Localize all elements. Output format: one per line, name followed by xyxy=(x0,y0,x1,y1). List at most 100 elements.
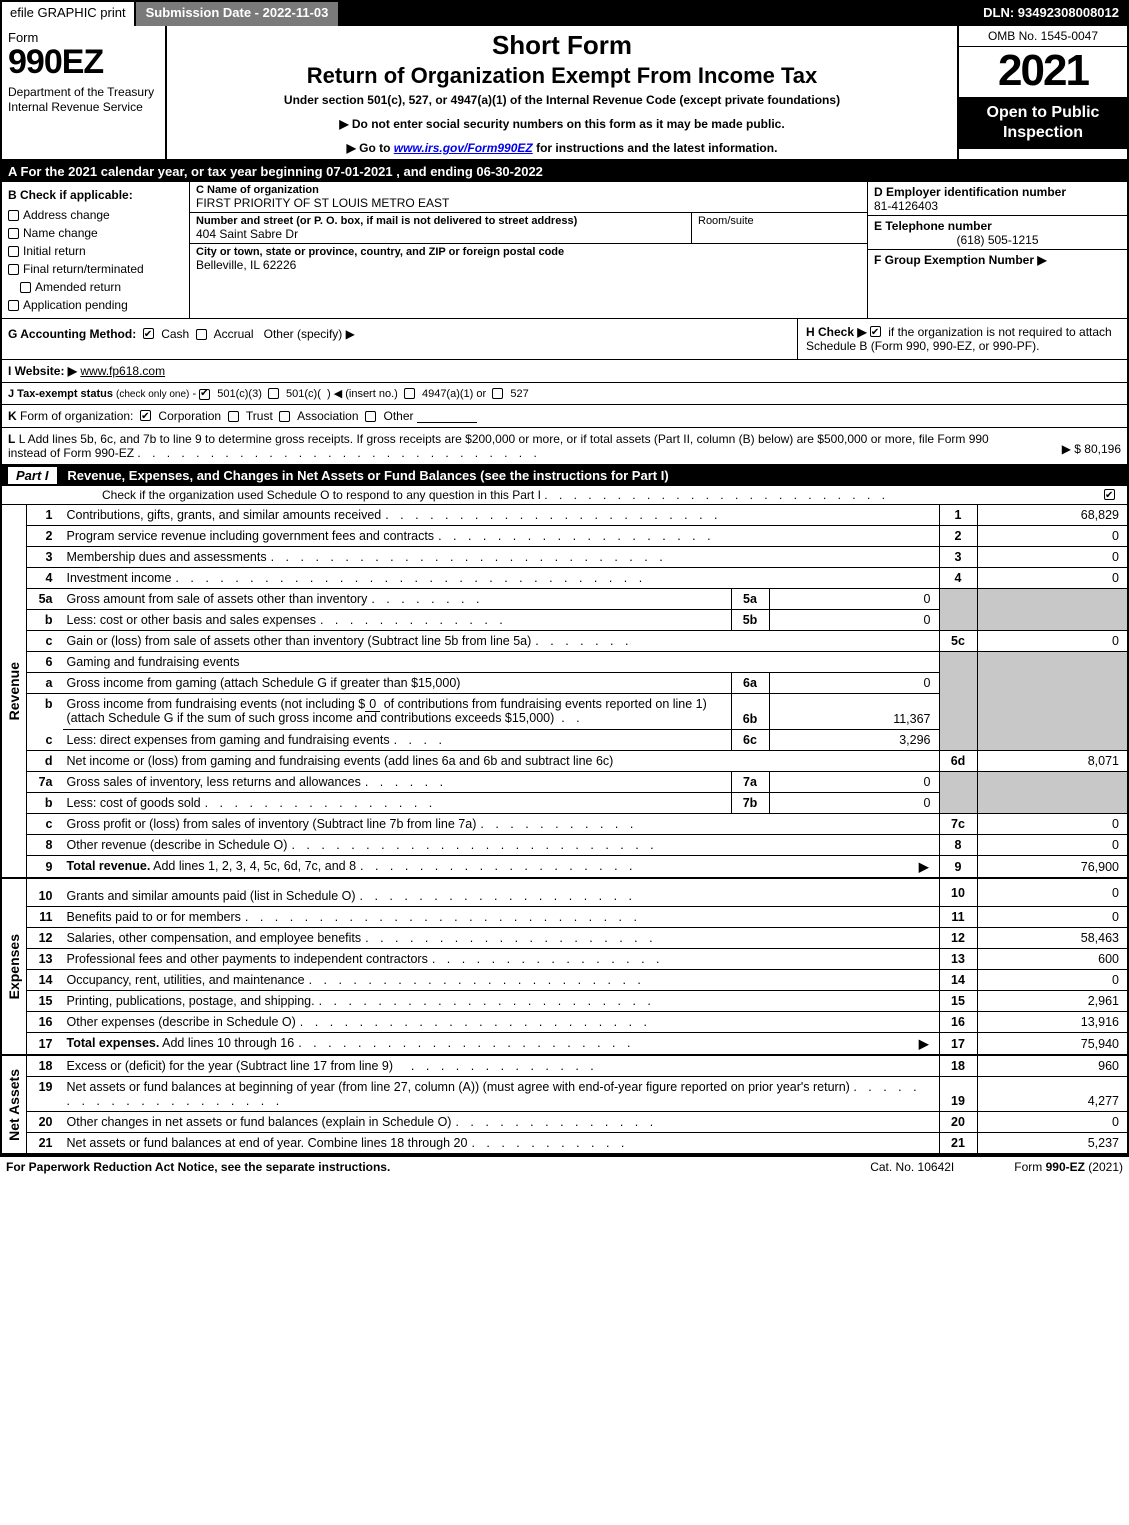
l17-d: Total expenses. Add lines 10 through 16 xyxy=(67,1036,299,1051)
l6b-amt: 0 xyxy=(365,697,380,712)
top-bar: efile GRAPHIC print Submission Date - 20… xyxy=(2,2,1127,26)
chk-amended-return[interactable]: Amended return xyxy=(8,278,183,296)
l17-rv: 75,940 xyxy=(977,1033,1127,1056)
chk-h[interactable] xyxy=(870,326,881,337)
website-link[interactable]: www.fp618.com xyxy=(80,364,165,378)
l19-num: 19 xyxy=(27,1077,63,1112)
chk-part1-scho[interactable] xyxy=(1104,489,1115,500)
chk-501c[interactable] xyxy=(268,388,279,399)
i-label: I Website: ▶ xyxy=(8,364,77,378)
line-19: 19 Net assets or fund balances at beginn… xyxy=(2,1077,1127,1112)
l12-desc: Salaries, other compensation, and employ… xyxy=(63,928,940,949)
l20-desc: Other changes in net assets or fund bala… xyxy=(63,1112,940,1133)
footer-right: Form 990-EZ (2021) xyxy=(1014,1160,1123,1174)
footer-left: For Paperwork Reduction Act Notice, see … xyxy=(6,1160,810,1174)
efile-label: efile GRAPHIC print xyxy=(2,2,134,26)
l15-rv: 2,961 xyxy=(977,991,1127,1012)
line-3: 3 Membership dues and assessments. . . .… xyxy=(2,547,1127,568)
chk-assoc[interactable] xyxy=(279,411,290,422)
chk-other-org[interactable] xyxy=(365,411,376,422)
f-group-label: F Group Exemption Number ▶ xyxy=(874,253,1047,267)
irs-link[interactable]: www.irs.gov/Form990EZ xyxy=(394,141,533,155)
footer-right-pre: Form xyxy=(1014,1160,1045,1174)
chk-amended-return-label: Amended return xyxy=(35,280,121,294)
chk-application-pending[interactable]: Application pending xyxy=(8,296,183,314)
l7b-sv: 0 xyxy=(769,793,939,814)
chk-final-return[interactable]: Final return/terminated xyxy=(8,260,183,278)
l9-rv: 76,900 xyxy=(977,856,1127,879)
chk-527[interactable] xyxy=(492,388,503,399)
l15-d: Printing, publications, postage, and shi… xyxy=(67,994,319,1008)
chk-name-change-label: Name change xyxy=(23,226,98,240)
line-17: 17 Total expenses. Add lines 10 through … xyxy=(2,1033,1127,1056)
l8-rv: 0 xyxy=(977,835,1127,856)
l19-desc: Net assets or fund balances at beginning… xyxy=(63,1077,940,1112)
other-org-blank[interactable] xyxy=(417,422,477,423)
l3-d: Membership dues and assessments xyxy=(67,550,271,564)
l6b-num: b xyxy=(27,694,63,730)
c-addr-row: Room/suite Number and street (or P. O. b… xyxy=(190,213,867,244)
l5a-sv: 0 xyxy=(769,589,939,610)
l6b-desc: Gross income from fundraising events (no… xyxy=(63,694,732,730)
l7c-rv: 0 xyxy=(977,814,1127,835)
chk-final-return-label: Final return/terminated xyxy=(23,262,144,276)
l7ab-rn-grey xyxy=(939,772,977,814)
l20-rv: 0 xyxy=(977,1112,1127,1133)
chk-corp[interactable] xyxy=(140,410,151,421)
l3-rn: 3 xyxy=(939,547,977,568)
l6-rn-grey xyxy=(939,652,977,751)
part1-num: Part I xyxy=(8,467,57,484)
l2-desc: Program service revenue including govern… xyxy=(63,526,940,547)
section-a-text: A For the 2021 calendar year, or tax yea… xyxy=(8,164,543,179)
row-g: G Accounting Method: Cash Accrual Other … xyxy=(2,319,797,359)
line-20: 20 Other changes in net assets or fund b… xyxy=(2,1112,1127,1133)
chk-accrual[interactable] xyxy=(196,329,207,340)
l2-rv: 0 xyxy=(977,526,1127,547)
l5b-sn: 5b xyxy=(731,610,769,631)
part1-sub: Check if the organization used Schedule … xyxy=(2,486,1127,505)
l17-desc: Total expenses. Add lines 10 through 16.… xyxy=(63,1033,940,1056)
line-9: 9 Total revenue. Add lines 1, 2, 3, 4, 5… xyxy=(2,856,1127,879)
c-city-row: City or town, state or province, country… xyxy=(190,244,867,290)
form-number: 990EZ xyxy=(8,45,159,79)
line-7c: c Gross profit or (loss) from sales of i… xyxy=(2,814,1127,835)
l10-d: Grants and similar amounts paid (list in… xyxy=(67,889,360,903)
chk-name-change[interactable]: Name change xyxy=(8,224,183,242)
open-public-badge: Open to Public Inspection xyxy=(959,97,1127,149)
l18-rn: 18 xyxy=(939,1055,977,1077)
l9-desc: Total revenue. Add lines 1, 2, 3, 4, 5c,… xyxy=(63,856,940,879)
chk-initial-return[interactable]: Initial return xyxy=(8,242,183,260)
l17-rn: 17 xyxy=(939,1033,977,1056)
b-label-text: B Check if applicable: xyxy=(8,188,133,202)
header-mid: Short Form Return of Organization Exempt… xyxy=(167,26,957,159)
l2-rn: 2 xyxy=(939,526,977,547)
f-group-row: F Group Exemption Number ▶ xyxy=(868,249,1127,285)
l6d-rn: 6d xyxy=(939,751,977,772)
line-16: 16 Other expenses (describe in Schedule … xyxy=(2,1012,1127,1033)
line-7a: 7a Gross sales of inventory, less return… xyxy=(2,772,1127,793)
line-5c: c Gain or (loss) from sale of assets oth… xyxy=(2,631,1127,652)
l5c-rn: 5c xyxy=(939,631,977,652)
line-6d: d Net income or (loss) from gaming and f… xyxy=(2,751,1127,772)
l6c-desc: Less: direct expenses from gaming and fu… xyxy=(63,730,732,751)
bcdef-grid: B Check if applicable: Address change Na… xyxy=(2,182,1127,319)
l11-rv: 0 xyxy=(977,907,1127,928)
chk-4947[interactable] xyxy=(404,388,415,399)
line-6: 6 Gaming and fundraising events xyxy=(2,652,1127,673)
chk-501c3[interactable] xyxy=(199,389,210,400)
line-14: 14 Occupancy, rent, utilities, and maint… xyxy=(2,970,1127,991)
d-ein-val: 81-4126403 xyxy=(874,199,938,213)
chk-address-change[interactable]: Address change xyxy=(8,206,183,224)
l6b-pre: Gross income from fundraising events (no… xyxy=(67,697,366,711)
chk-cash[interactable] xyxy=(143,328,154,339)
l15-num: 15 xyxy=(27,991,63,1012)
l5a-d: Gross amount from sale of assets other t… xyxy=(67,592,372,606)
chk-trust[interactable] xyxy=(228,411,239,422)
l7b-num: b xyxy=(27,793,63,814)
efile-text: efile GRAPHIC print xyxy=(10,5,126,20)
g-label: G Accounting Method: xyxy=(8,327,136,341)
line-10: Expenses 10 Grants and similar amounts p… xyxy=(2,878,1127,907)
l8-num: 8 xyxy=(27,835,63,856)
l5a-desc: Gross amount from sale of assets other t… xyxy=(63,589,732,610)
l9-d: Total revenue. Add lines 1, 2, 3, 4, 5c,… xyxy=(67,859,361,874)
